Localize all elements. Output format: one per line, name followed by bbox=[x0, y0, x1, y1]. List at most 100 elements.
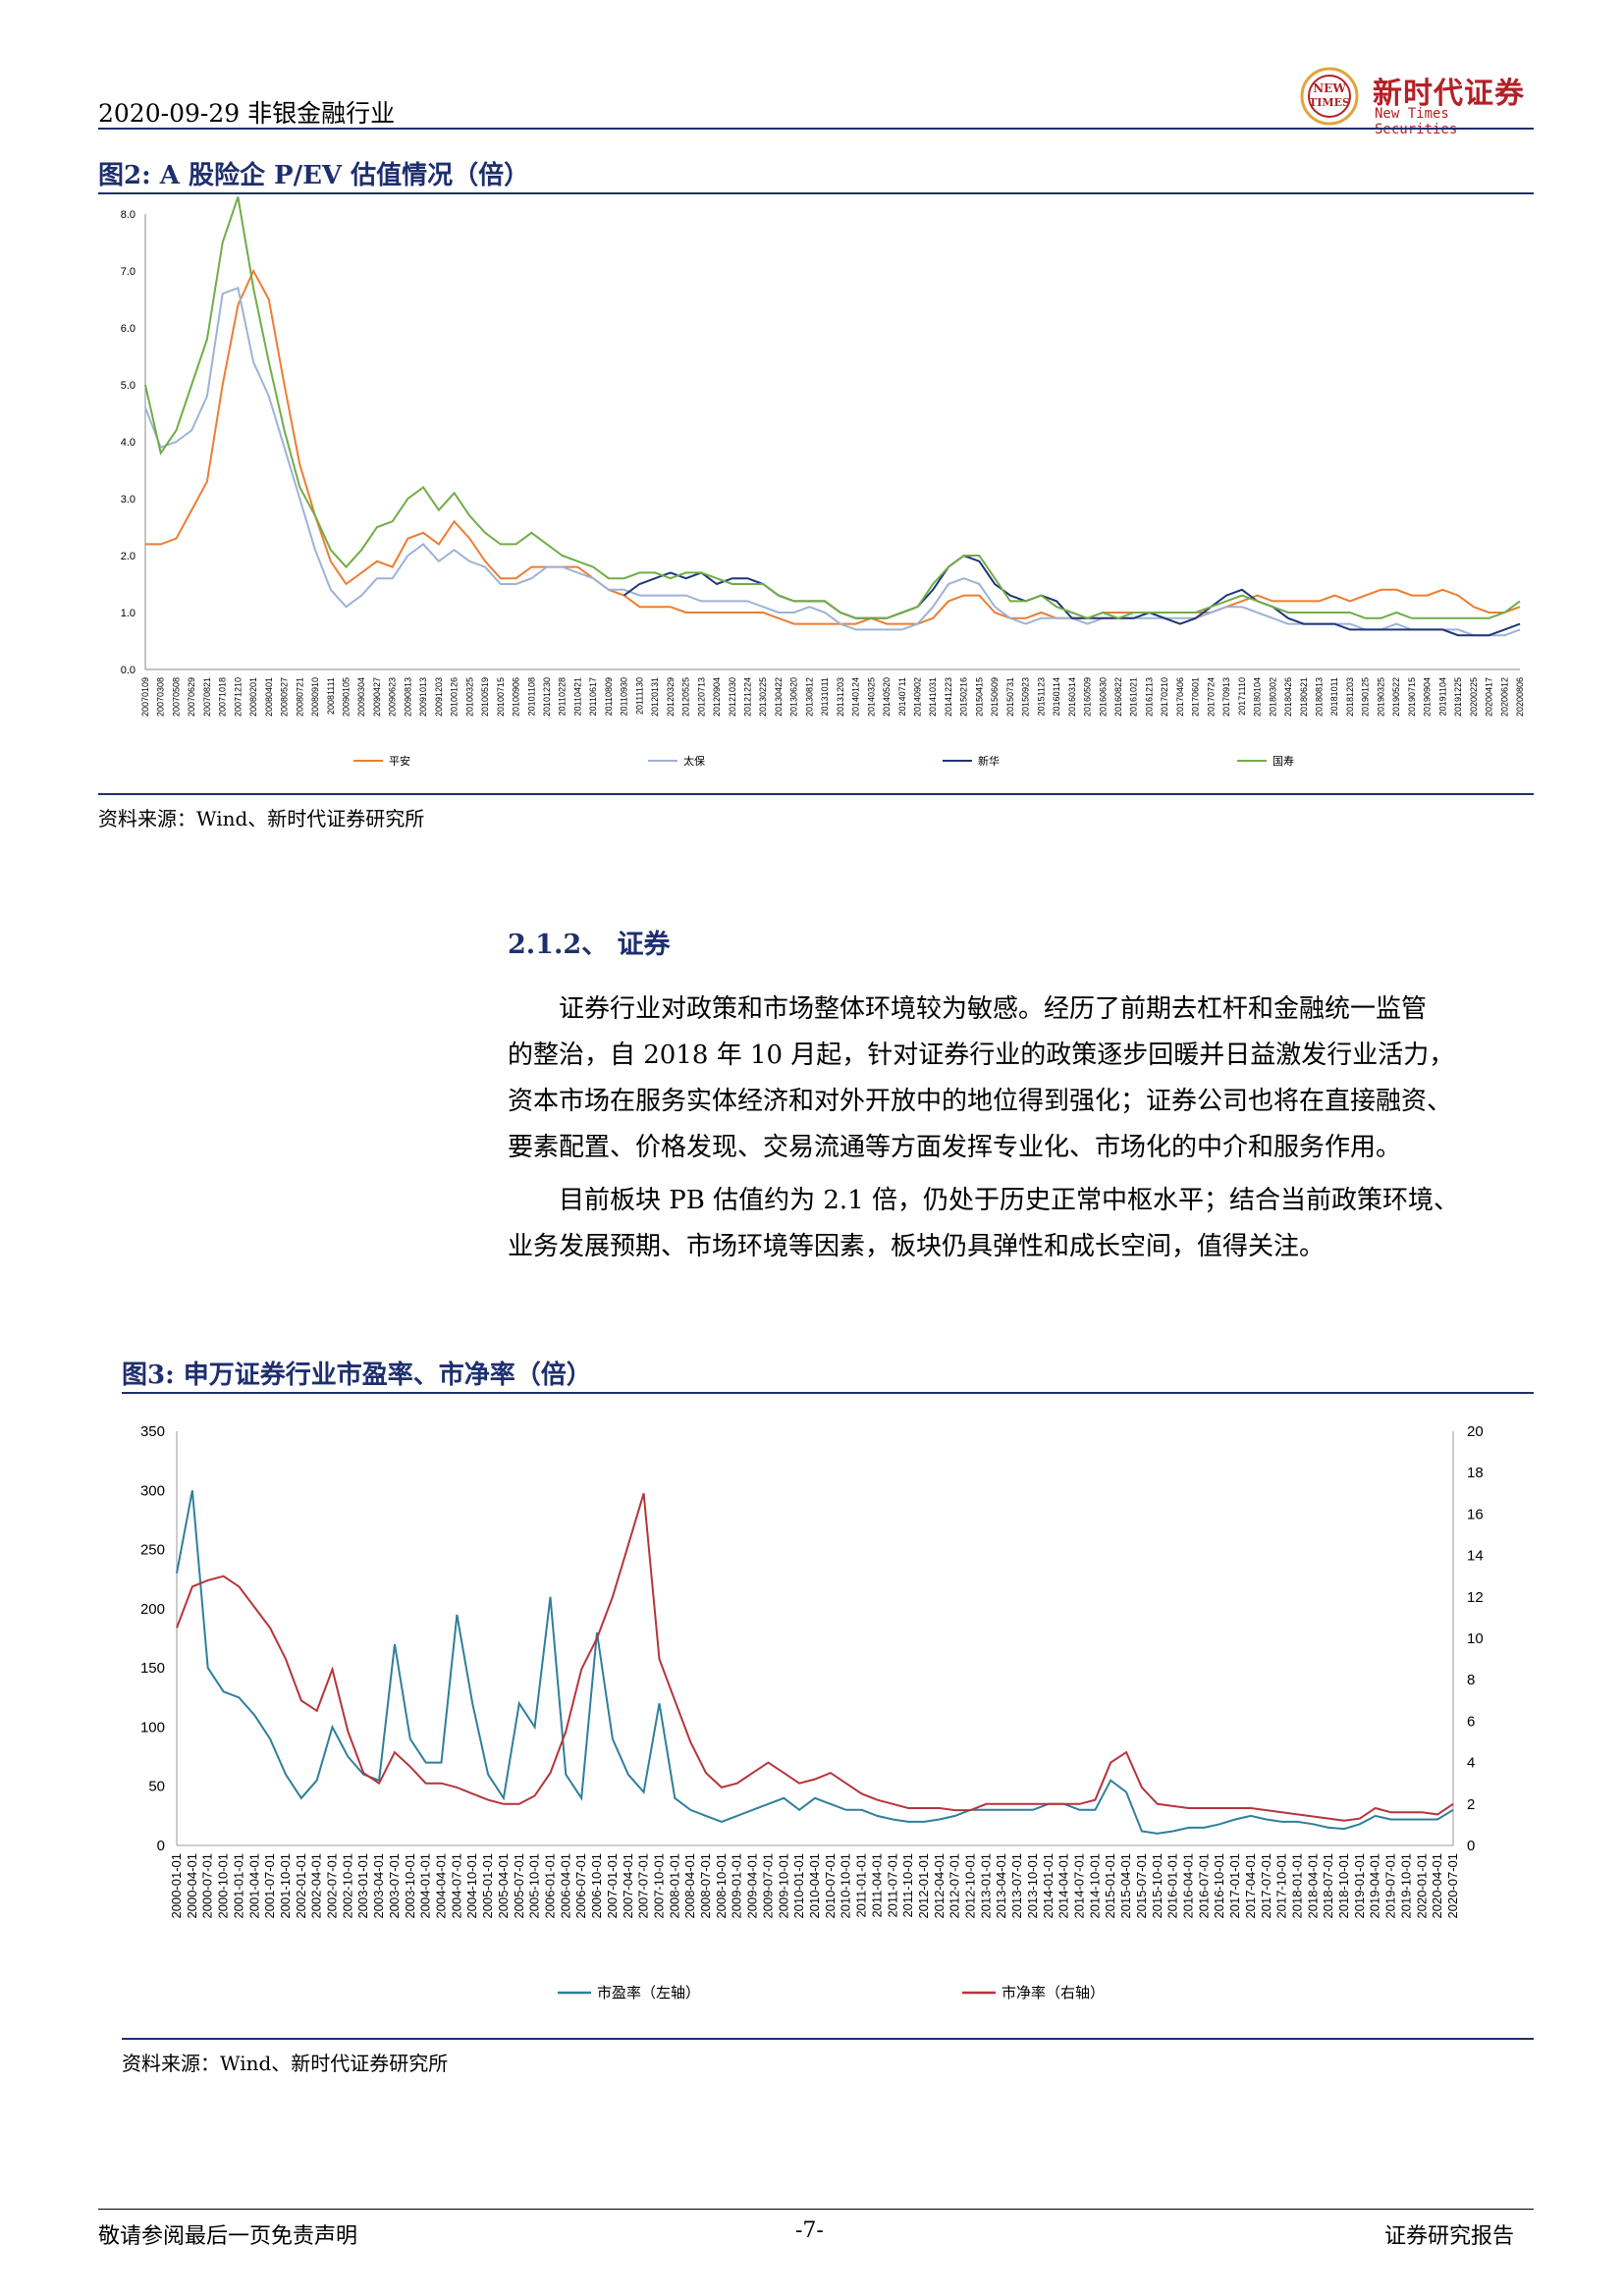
x-tick-label: 2019-04-01 bbox=[1368, 1853, 1382, 1919]
x-tick-label: 20111130 bbox=[634, 677, 644, 715]
x-tick-label: 2000-10-01 bbox=[216, 1853, 231, 1919]
x-tick-label: 20160822 bbox=[1113, 677, 1123, 717]
x-tick-label: 20181011 bbox=[1329, 677, 1339, 716]
x-tick-label: 20090304 bbox=[356, 677, 366, 717]
right-y-tick-label: 6 bbox=[1467, 1713, 1475, 1730]
x-tick-label: 20190904 bbox=[1423, 677, 1433, 717]
paragraph-2: 目前板块 PB 估值约为 2.1 倍，仍处于历史正常中枢水平；结合当前政策环境、… bbox=[508, 1178, 1519, 1270]
right-y-tick-label: 0 bbox=[1467, 1838, 1475, 1854]
x-tick-label: 20110930 bbox=[620, 677, 629, 716]
x-tick-label: 2004-04-01 bbox=[434, 1853, 449, 1919]
x-tick-label: 2009-04-01 bbox=[745, 1853, 760, 1919]
x-tick-label: 2007-10-01 bbox=[651, 1853, 666, 1919]
x-tick-label: 20160630 bbox=[1098, 677, 1108, 717]
x-tick-label: 2016-10-01 bbox=[1212, 1853, 1226, 1919]
x-tick-label: 2004-07-01 bbox=[449, 1853, 463, 1919]
x-tick-label: 2001-10-01 bbox=[278, 1853, 293, 1919]
x-tick-label: 2003-01-01 bbox=[355, 1853, 370, 1919]
x-tick-label: 2006-10-01 bbox=[589, 1853, 604, 1919]
x-tick-label: 2003-07-01 bbox=[387, 1853, 402, 1919]
x-tick-label: 20160509 bbox=[1083, 677, 1093, 717]
x-tick-label: 2016-07-01 bbox=[1196, 1853, 1211, 1919]
x-tick-label: 20101108 bbox=[526, 677, 536, 716]
x-tick-label: 20181203 bbox=[1345, 677, 1355, 717]
x-tick-label: 20100519 bbox=[480, 677, 490, 717]
x-tick-label: 2006-01-01 bbox=[542, 1853, 557, 1919]
series-line bbox=[176, 1490, 1454, 1835]
legend-label: 市盈率（左轴） bbox=[597, 1985, 700, 2002]
footer-disclaimer: 敬请参阅最后一页免责声明 bbox=[98, 2224, 358, 2249]
x-tick-label: 20071210 bbox=[233, 677, 243, 717]
x-tick-label: 2014-10-01 bbox=[1087, 1853, 1102, 1919]
logo-company-name-cn: 新时代证券 bbox=[1373, 77, 1525, 111]
y-tick-label: 7.0 bbox=[121, 266, 135, 278]
paragraph-1-line: 资本市场在服务实体经济和对外开放中的地位得到强化；证券公司也将在直接融资、 bbox=[508, 1087, 1453, 1116]
x-tick-label: 20091203 bbox=[434, 677, 444, 717]
x-tick-label: 20080527 bbox=[280, 677, 290, 717]
series-line bbox=[623, 554, 1521, 637]
x-tick-label: 20200225 bbox=[1469, 677, 1479, 717]
x-tick-label: 2017-07-01 bbox=[1259, 1853, 1273, 1919]
x-tick-label: 20100325 bbox=[464, 677, 474, 717]
series-line bbox=[176, 1493, 1454, 1822]
x-tick-label: 2017-01-01 bbox=[1227, 1853, 1242, 1919]
x-tick-label: 20071018 bbox=[218, 677, 228, 717]
x-tick-label: 20150923 bbox=[1021, 677, 1031, 717]
left-y-tick-label: 350 bbox=[140, 1423, 165, 1440]
x-tick-label: 20080201 bbox=[248, 677, 258, 717]
x-tick-label: 2002-07-01 bbox=[325, 1853, 340, 1919]
x-tick-label: 20150731 bbox=[1005, 677, 1015, 717]
x-tick-label: 2017-10-01 bbox=[1274, 1853, 1289, 1919]
right-y-tick-label: 8 bbox=[1467, 1672, 1475, 1688]
x-tick-label: 20080401 bbox=[264, 677, 274, 717]
x-tick-label: 2013-07-01 bbox=[1009, 1853, 1024, 1919]
x-tick-label: 20180621 bbox=[1299, 677, 1309, 717]
x-tick-label: 2008-04-01 bbox=[682, 1853, 697, 1919]
x-tick-label: 20150609 bbox=[990, 677, 1000, 717]
series-line bbox=[145, 268, 1521, 625]
y-tick-label: 0.0 bbox=[121, 665, 135, 676]
y-tick-label: 6.0 bbox=[121, 323, 135, 335]
x-tick-label: 20140711 bbox=[897, 677, 907, 716]
x-tick-label: 2015-10-01 bbox=[1150, 1853, 1164, 1919]
right-y-tick-label: 20 bbox=[1467, 1423, 1484, 1440]
x-tick-label: 20131203 bbox=[836, 677, 845, 717]
paragraph-1-line: 要素配置、价格发现、交易流通等方面发挥专业化、市场化的中介和服务作用。 bbox=[508, 1133, 1402, 1162]
y-tick-label: 8.0 bbox=[121, 209, 135, 221]
x-tick-label: 20110617 bbox=[588, 677, 598, 716]
x-tick-label: 20151123 bbox=[1036, 677, 1046, 716]
x-tick-label: 20090623 bbox=[388, 677, 398, 717]
x-tick-label: 2003-10-01 bbox=[403, 1853, 417, 1919]
x-tick-label: 2019-07-01 bbox=[1383, 1853, 1398, 1919]
x-tick-label: 2011-04-01 bbox=[869, 1853, 884, 1918]
x-tick-label: 2001-07-01 bbox=[262, 1853, 277, 1919]
x-tick-label: 2015-04-01 bbox=[1118, 1853, 1133, 1919]
x-tick-label: 20160114 bbox=[1052, 677, 1061, 716]
x-tick-label: 2020-04-01 bbox=[1430, 1853, 1444, 1919]
x-tick-label: 2002-10-01 bbox=[340, 1853, 354, 1919]
right-y-tick-label: 4 bbox=[1467, 1755, 1475, 1772]
paragraph-2-line: 目前板块 PB 估值约为 2.1 倍，仍处于历史正常中枢水平；结合当前政策环境、 bbox=[559, 1186, 1460, 1215]
logo-badge-text-2: TIMES bbox=[1309, 96, 1350, 109]
x-tick-label: 20100906 bbox=[512, 677, 521, 717]
x-tick-label: 2008-01-01 bbox=[667, 1853, 681, 1919]
x-tick-label: 20200806 bbox=[1515, 677, 1525, 717]
x-tick-label: 2012-04-01 bbox=[932, 1853, 947, 1919]
legend-label: 平安 bbox=[389, 754, 410, 768]
x-tick-label: 2008-07-01 bbox=[698, 1853, 713, 1919]
x-tick-label: 2011-07-01 bbox=[885, 1853, 899, 1918]
x-tick-label: 2003-04-01 bbox=[371, 1853, 386, 1919]
company-logo: NEW TIMES 新时代证券 New Times Securities bbox=[1294, 65, 1540, 137]
x-tick-label: 20110809 bbox=[604, 677, 614, 716]
series-line bbox=[144, 196, 1521, 619]
x-tick-label: 2004-01-01 bbox=[418, 1853, 433, 1919]
x-tick-label: 20180426 bbox=[1283, 677, 1293, 717]
x-tick-label: 20141031 bbox=[928, 677, 938, 717]
right-y-tick-label: 10 bbox=[1467, 1630, 1484, 1647]
x-tick-label: 2009-10-01 bbox=[776, 1853, 790, 1919]
y-tick-label: 1.0 bbox=[121, 608, 135, 619]
x-tick-label: 2019-10-01 bbox=[1398, 1853, 1413, 1919]
x-tick-label: 20120713 bbox=[696, 677, 706, 717]
footer-report-type: 证券研究报告 bbox=[1384, 2224, 1515, 2249]
left-y-tick-label: 150 bbox=[140, 1660, 165, 1677]
